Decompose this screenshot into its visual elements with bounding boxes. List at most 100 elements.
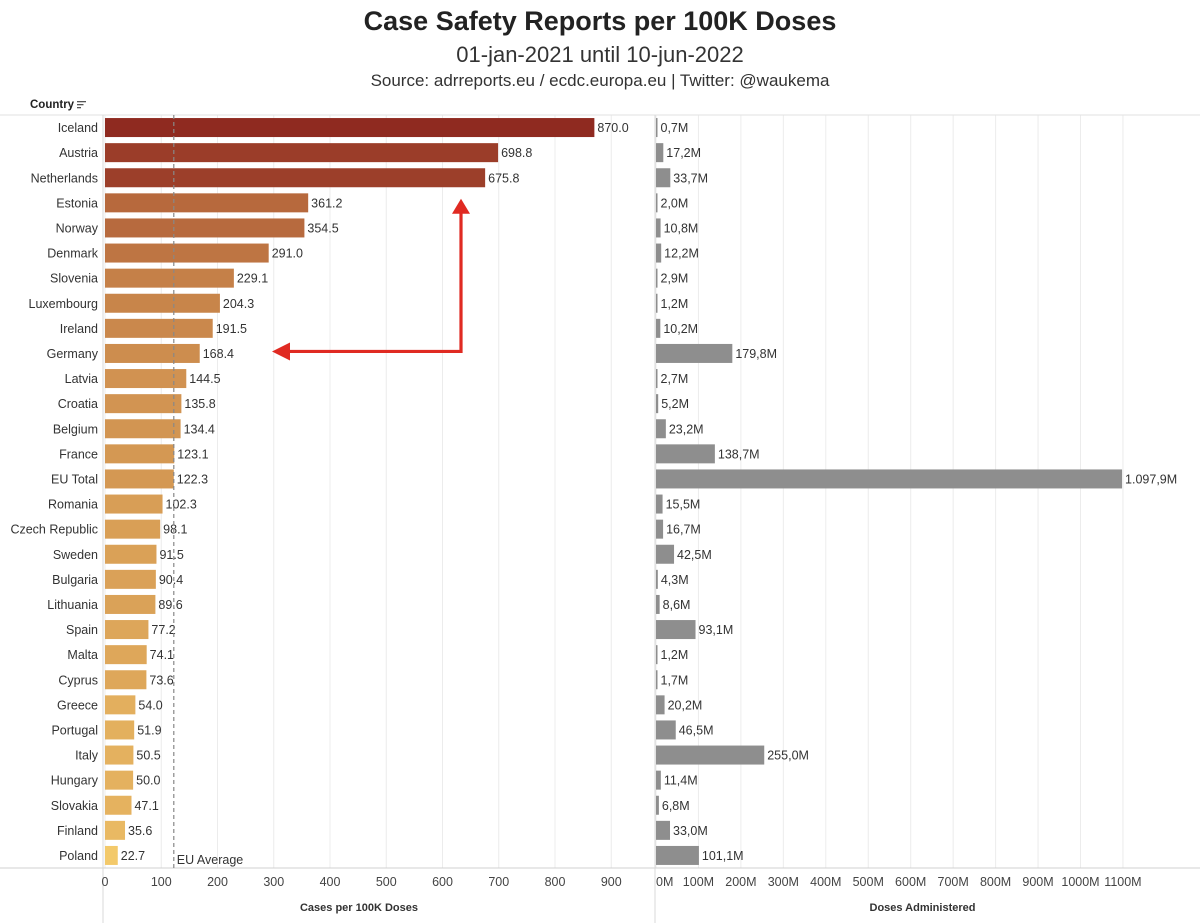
tick-label-doses: 1100M: [1104, 875, 1141, 889]
bar-doses: [656, 444, 715, 464]
bar-doses: [656, 820, 671, 840]
data-label-doses: 255,0M: [767, 749, 809, 763]
tick-label-doses: 800M: [980, 875, 1011, 889]
bar-cases: [105, 243, 269, 263]
data-label-doses: 2,7M: [661, 372, 689, 386]
tick-label-doses: 600M: [895, 875, 926, 889]
tick-label-cases: 500: [376, 875, 397, 889]
bar-cases: [105, 820, 126, 840]
data-label-cases: 51.9: [137, 723, 161, 737]
bar-doses: [656, 770, 661, 790]
annotation-arrowhead-up: [452, 198, 470, 214]
data-label-doses: 16,7M: [666, 523, 701, 537]
row-label-country: France: [59, 447, 98, 461]
row-label-country: Poland: [59, 849, 98, 863]
bar-doses: [656, 645, 658, 665]
data-label-cases: 50.5: [136, 749, 160, 763]
data-label-cases: 204.3: [223, 297, 254, 311]
eu-average-label: EU Average: [177, 853, 244, 867]
data-label-doses: 17,2M: [666, 146, 701, 160]
bar-cases: [105, 845, 118, 865]
tick-label-cases: 0: [102, 875, 109, 889]
row-label-country: Croatia: [58, 397, 98, 411]
data-label-doses: 101,1M: [702, 849, 744, 863]
bar-cases: [105, 544, 157, 564]
tick-label-doses: 200M: [725, 875, 756, 889]
data-label-doses: 15,5M: [666, 498, 701, 512]
row-label-country: Lithuania: [47, 598, 98, 612]
data-label-cases: 89.6: [158, 598, 182, 612]
data-label-cases: 90.4: [159, 573, 183, 587]
x-axis-title-doses: Doses Administered: [870, 902, 976, 914]
data-label-cases: 191.5: [216, 322, 247, 336]
data-label-cases: 354.5: [307, 221, 338, 235]
data-label-doses: 12,2M: [664, 247, 699, 261]
bar-cases: [105, 569, 156, 589]
tick-label-doses: 100M: [683, 875, 714, 889]
chart-title: Case Safety Reports per 100K Doses: [363, 6, 837, 36]
data-label-doses: 0,7M: [661, 121, 689, 135]
bar-doses: [656, 343, 733, 363]
data-label-cases: 698.8: [501, 146, 532, 160]
data-label-cases: 361.2: [311, 196, 342, 210]
data-label-doses: 46,5M: [679, 723, 714, 737]
country-column-header[interactable]: Country: [30, 99, 87, 111]
data-label-cases: 74.1: [150, 648, 174, 662]
bar-cases: [105, 670, 147, 690]
bar-cases: [105, 143, 499, 163]
row-label-country: EU Total: [51, 472, 98, 486]
row-label-country: Latvia: [65, 372, 98, 386]
row-label-country: Norway: [56, 221, 99, 235]
tick-label-cases: 700: [488, 875, 509, 889]
row-label-country: Bulgaria: [52, 573, 98, 587]
row-label-country: Denmark: [47, 247, 98, 261]
tick-label-doses: 500M: [853, 875, 884, 889]
data-label-cases: 73.6: [149, 673, 173, 687]
annotation-arrowhead-left: [272, 342, 290, 361]
bar-doses: [656, 293, 658, 313]
data-label-cases: 870.0: [597, 121, 628, 135]
bar-doses: [656, 544, 675, 564]
bar-doses: [656, 695, 665, 715]
row-label-country: Cyprus: [58, 673, 98, 687]
bar-doses: [656, 419, 666, 439]
row-label-country: Luxembourg: [29, 297, 99, 311]
data-label-doses: 1,2M: [661, 648, 689, 662]
bar-doses: [656, 143, 664, 163]
bar-cases: [105, 268, 234, 288]
bar-doses: [656, 118, 658, 138]
bar-doses: [656, 620, 696, 640]
bar-doses: [656, 193, 658, 213]
data-label-cases: 675.8: [488, 171, 519, 185]
bar-doses: [656, 519, 664, 539]
bar-cases: [105, 620, 149, 640]
bar-doses: [656, 268, 658, 288]
bar-doses: [656, 218, 661, 238]
data-label-doses: 5,2M: [661, 397, 689, 411]
tick-label-cases: 600: [432, 875, 453, 889]
data-label-cases: 35.6: [128, 824, 152, 838]
row-label-country: Italy: [75, 749, 99, 763]
data-label-doses: 33,0M: [673, 824, 708, 838]
data-label-cases: 47.1: [134, 799, 158, 813]
x-axis-title-cases: Cases per 100K Doses: [300, 902, 418, 914]
data-label-cases: 122.3: [177, 472, 208, 486]
tick-label-doses: 400M: [810, 875, 841, 889]
bar-cases: [105, 318, 213, 338]
bar-cases: [105, 118, 595, 138]
row-label-country: Portugal: [51, 723, 98, 737]
tick-label-cases: 300: [263, 875, 284, 889]
row-label-country: Malta: [67, 648, 98, 662]
data-label-cases: 135.8: [184, 397, 215, 411]
bar-cases: [105, 795, 132, 815]
data-label-doses: 6,8M: [662, 799, 690, 813]
tick-label-cases: 800: [545, 875, 566, 889]
sort-icon[interactable]: [77, 100, 87, 109]
data-label-cases: 291.0: [272, 247, 303, 261]
data-label-cases: 54.0: [138, 698, 162, 712]
tick-label-doses: 700M: [938, 875, 969, 889]
bar-doses: [656, 594, 660, 614]
row-label-country: Germany: [47, 347, 99, 361]
chart-source: Source: adrreports.eu / ecdc.europa.eu |…: [370, 71, 830, 90]
data-label-doses: 1,7M: [661, 673, 689, 687]
